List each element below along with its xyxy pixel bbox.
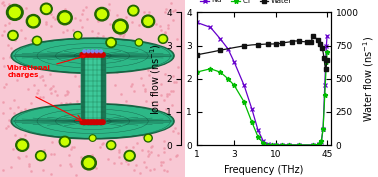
- Circle shape: [83, 120, 88, 124]
- Circle shape: [106, 38, 116, 47]
- Circle shape: [91, 120, 96, 124]
- Circle shape: [115, 22, 125, 31]
- Circle shape: [158, 35, 167, 43]
- Circle shape: [98, 120, 102, 124]
- Circle shape: [90, 136, 95, 140]
- Circle shape: [61, 138, 68, 145]
- Circle shape: [144, 17, 152, 25]
- Circle shape: [113, 19, 128, 34]
- Circle shape: [83, 53, 88, 57]
- Circle shape: [75, 33, 81, 38]
- Y-axis label: Ion flow (ns$^{-1}$): Ion flow (ns$^{-1}$): [149, 43, 163, 115]
- Circle shape: [97, 10, 107, 19]
- Ellipse shape: [13, 105, 172, 137]
- Circle shape: [33, 36, 42, 45]
- Circle shape: [124, 150, 135, 161]
- Circle shape: [136, 40, 141, 45]
- Circle shape: [94, 53, 99, 57]
- Circle shape: [142, 15, 155, 27]
- Circle shape: [86, 53, 91, 57]
- Bar: [81, 56, 105, 121]
- Circle shape: [108, 142, 114, 148]
- Circle shape: [99, 50, 102, 53]
- Circle shape: [87, 50, 90, 53]
- Circle shape: [18, 141, 26, 149]
- Circle shape: [108, 39, 115, 46]
- Circle shape: [37, 153, 44, 159]
- Circle shape: [34, 38, 40, 44]
- Ellipse shape: [13, 40, 172, 72]
- Circle shape: [83, 50, 86, 53]
- Bar: [101, 56, 105, 121]
- Circle shape: [84, 158, 94, 167]
- Circle shape: [94, 120, 99, 124]
- Circle shape: [86, 120, 91, 124]
- Bar: [81, 56, 84, 121]
- Circle shape: [59, 136, 70, 147]
- Legend: Na$^+$, Cl$^-$, Water: Na$^+$, Cl$^-$, Water: [197, 0, 295, 8]
- X-axis label: Frequency (THz): Frequency (THz): [224, 165, 303, 175]
- Circle shape: [135, 39, 143, 46]
- Circle shape: [89, 53, 94, 57]
- Circle shape: [126, 152, 133, 159]
- Circle shape: [29, 17, 38, 26]
- Circle shape: [95, 7, 109, 21]
- Circle shape: [57, 11, 72, 25]
- Circle shape: [9, 7, 20, 18]
- Ellipse shape: [11, 38, 174, 73]
- Circle shape: [16, 139, 29, 151]
- Circle shape: [9, 32, 16, 39]
- Circle shape: [101, 53, 105, 57]
- Circle shape: [40, 3, 52, 15]
- Text: Vibrational
charges: Vibrational charges: [8, 55, 85, 78]
- Ellipse shape: [11, 104, 174, 139]
- Circle shape: [42, 5, 50, 13]
- Circle shape: [26, 15, 40, 28]
- Circle shape: [8, 30, 18, 40]
- Circle shape: [95, 50, 98, 53]
- Circle shape: [6, 4, 23, 20]
- Y-axis label: Water flow (ns$^{-1}$): Water flow (ns$^{-1}$): [361, 36, 376, 122]
- Circle shape: [89, 135, 96, 141]
- Circle shape: [89, 120, 94, 124]
- Circle shape: [160, 36, 166, 42]
- Circle shape: [60, 13, 70, 22]
- Circle shape: [107, 141, 116, 150]
- Circle shape: [82, 156, 96, 170]
- Circle shape: [74, 32, 82, 39]
- Circle shape: [80, 53, 85, 57]
- Circle shape: [146, 136, 151, 141]
- Circle shape: [80, 120, 85, 124]
- Circle shape: [130, 7, 137, 14]
- Circle shape: [128, 5, 139, 16]
- Circle shape: [91, 53, 96, 57]
- Circle shape: [91, 50, 94, 53]
- Circle shape: [144, 134, 152, 142]
- Circle shape: [98, 53, 102, 57]
- Circle shape: [101, 120, 105, 124]
- Circle shape: [36, 151, 46, 161]
